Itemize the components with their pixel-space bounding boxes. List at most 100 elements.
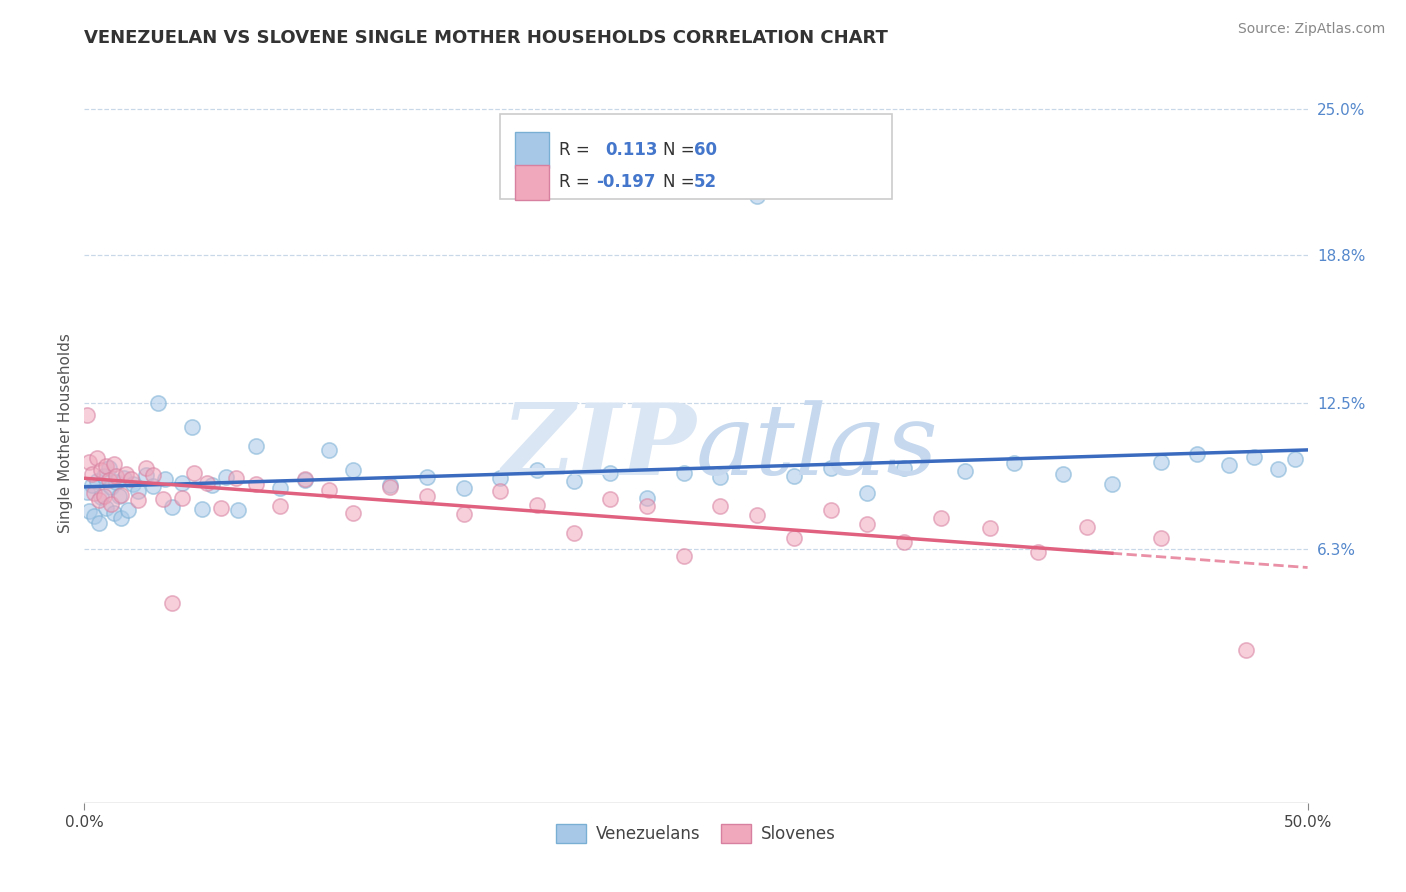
Y-axis label: Single Mother Households: Single Mother Households [58,333,73,533]
Point [90,490,112,504]
Point [162,596,184,610]
Point [747,508,769,522]
Point [77,455,100,469]
Point [380,480,402,494]
Point [1052,467,1074,481]
Point [183,466,205,480]
Point [117,503,139,517]
Point [120,472,142,486]
Point [80,478,103,492]
Legend: Venezuelans, Slovenes: Venezuelans, Slovenes [550,817,842,850]
Point [783,468,806,483]
Point [562,474,585,488]
Point [318,483,340,498]
Point [100,480,122,494]
Point [1187,447,1209,461]
Point [856,516,879,531]
Point [709,499,731,513]
Point [209,500,232,515]
Point [318,443,340,458]
Point [93,489,115,503]
FancyBboxPatch shape [515,165,550,200]
Point [107,490,129,504]
Point [416,489,439,503]
Point [342,462,364,476]
Point [636,491,658,505]
Point [142,468,165,483]
Point [112,470,135,484]
Point [87,493,110,508]
Point [100,496,122,510]
Point [856,485,879,500]
Point [636,499,658,513]
Point [599,492,621,507]
Point [893,461,915,475]
Point [489,471,512,485]
Point [90,463,112,477]
Point [105,475,128,490]
Text: -0.197: -0.197 [596,173,655,192]
Point [709,470,731,484]
Point [245,476,267,491]
Point [110,488,132,502]
Point [172,491,194,506]
Text: Source: ZipAtlas.com: Source: ZipAtlas.com [1237,22,1385,37]
Point [1267,461,1289,475]
Point [162,500,184,514]
Point [979,521,1001,535]
Point [1236,643,1258,657]
Point [181,419,204,434]
Point [87,516,110,530]
Point [96,501,118,516]
Point [105,468,128,483]
Point [225,471,247,485]
Point [1076,520,1098,534]
Point [380,478,402,492]
Point [146,396,169,410]
Point [97,473,120,487]
Point [599,466,621,480]
Text: atlas: atlas [696,400,939,495]
Point [1028,545,1050,559]
Point [1150,455,1173,469]
Text: N =: N = [664,141,695,159]
Point [269,499,291,513]
Point [135,461,157,475]
Text: 0.113: 0.113 [606,141,658,159]
Point [672,467,695,481]
Point [672,549,695,563]
Point [83,508,105,523]
Point [747,189,769,203]
Point [80,467,103,481]
Point [135,467,157,482]
Point [96,458,118,473]
Point [200,477,222,491]
Text: ZIP: ZIP [501,400,696,496]
Point [929,511,952,525]
Point [294,473,316,487]
Point [1002,456,1025,470]
FancyBboxPatch shape [515,132,550,168]
Point [103,457,125,471]
Point [122,477,145,491]
Point [1101,477,1123,491]
Point [93,468,115,483]
Point [489,483,512,498]
Point [142,479,165,493]
Point [893,535,915,549]
Text: R =: R = [560,173,595,192]
Point [86,474,108,488]
Point [269,481,291,495]
Point [526,463,548,477]
Point [76,408,98,422]
Point [526,498,548,512]
Point [83,486,105,500]
Point [245,438,267,452]
Point [152,492,174,507]
Point [127,493,149,508]
Point [294,472,316,486]
Text: VENEZUELAN VS SLOVENE SINGLE MOTHER HOUSEHOLDS CORRELATION CHART: VENEZUELAN VS SLOVENE SINGLE MOTHER HOUS… [84,29,889,47]
Point [453,508,475,522]
Point [97,461,120,475]
Point [1243,450,1265,465]
